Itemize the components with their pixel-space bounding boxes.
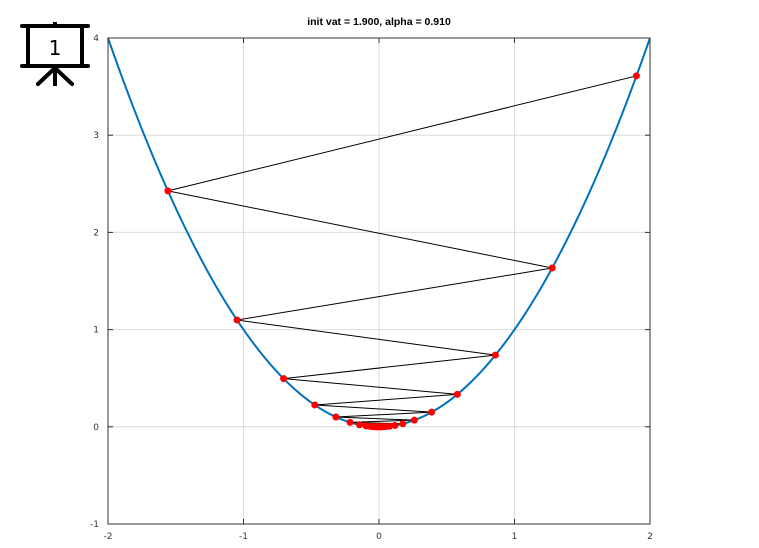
axes-box [107,37,651,525]
x-tick-label: 0 [376,532,382,542]
icon-label: 1 [49,36,62,60]
iterate-point [453,390,461,398]
iterate-point [428,408,436,416]
grid [107,37,651,525]
chart-title: init vat = 1.900, alpha = 0.910 [307,16,451,28]
plot-area [107,37,651,431]
iterate-point [332,413,340,421]
y-tick-label: 3 [93,131,99,141]
presentation-board-icon: 1 [20,22,90,86]
iterate-point [410,416,418,424]
iterate-point [399,420,407,428]
iterate-point [280,375,288,383]
iterate-point [632,72,640,80]
iterate-point [233,316,241,324]
iterate-point [491,351,499,359]
iterate-point [355,421,363,429]
y-tick-label: 2 [93,228,99,238]
x-tick-label: -1 [239,532,248,542]
descent-path [167,75,637,428]
iterate-point [164,187,172,195]
ticks: -2 -1 0 1 2 -1 0 1 2 3 4 [90,34,653,542]
y-tick-label: 4 [93,34,99,44]
x-tick-label: -2 [104,532,113,542]
y-tick-label: 0 [93,423,99,433]
iterate-point [391,421,399,429]
iterate-point [311,401,319,409]
iterate-point [548,264,556,272]
x-tick-label: 1 [512,532,518,542]
iterate-point [374,423,382,431]
y-tick-label: 1 [93,326,99,336]
y-tick-label: -1 [90,520,99,530]
x-tick-label: 2 [647,532,653,542]
iterate-point [346,418,354,426]
